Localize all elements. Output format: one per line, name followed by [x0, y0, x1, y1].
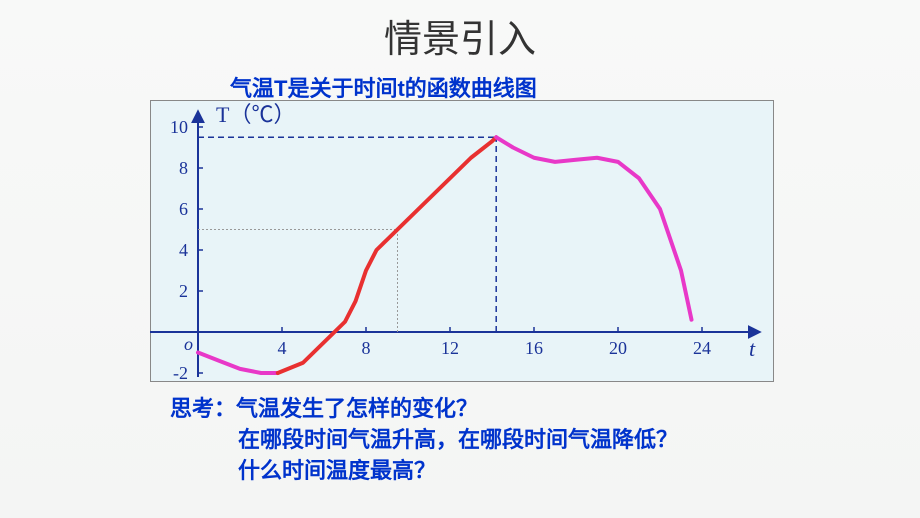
- svg-text:o: o: [184, 334, 193, 354]
- svg-text:8: 8: [179, 158, 188, 178]
- svg-text:4: 4: [179, 240, 188, 260]
- svg-text:6: 6: [179, 199, 188, 219]
- svg-text:T（℃）: T（℃）: [216, 102, 295, 127]
- question-1: 思考：气温发生了怎样的变化？: [170, 394, 678, 425]
- svg-text:20: 20: [609, 338, 627, 358]
- temperature-chart: 4812162024-2246810oT（℃）t: [150, 100, 774, 382]
- questions-block: 思考：气温发生了怎样的变化？ 在哪段时间气温升高，在哪段时间气温降低？ 什么时间…: [170, 394, 678, 486]
- svg-text:-2: -2: [173, 363, 188, 382]
- svg-text:8: 8: [362, 338, 371, 358]
- svg-text:2: 2: [179, 281, 188, 301]
- chart-container: 4812162024-2246810oT（℃）t: [150, 100, 774, 382]
- svg-text:12: 12: [441, 338, 459, 358]
- svg-text:16: 16: [525, 338, 543, 358]
- page-title: 情景引入: [0, 0, 920, 63]
- svg-text:24: 24: [693, 338, 711, 358]
- svg-text:t: t: [749, 336, 756, 361]
- question-3: 什么时间温度最高？: [238, 456, 678, 487]
- question-2: 在哪段时间气温升高，在哪段时间气温降低？: [238, 425, 678, 456]
- svg-text:4: 4: [278, 338, 287, 358]
- svg-text:10: 10: [170, 117, 188, 137]
- chart-subtitle: 气温T是关于时间t的函数曲线图: [230, 71, 920, 103]
